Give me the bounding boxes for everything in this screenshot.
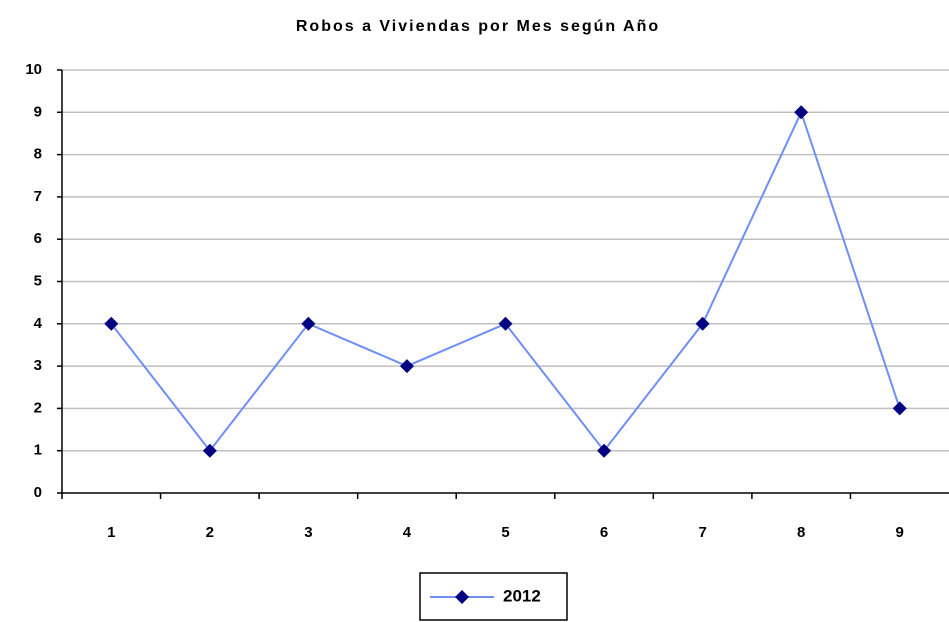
- chart-title: Robos a Viviendas por Mes según Año: [296, 18, 660, 35]
- x-tick-label: 1: [107, 524, 115, 541]
- x-tick-label: 7: [698, 524, 706, 541]
- y-tick-label: 6: [34, 230, 42, 247]
- y-tick-label: 7: [34, 188, 42, 205]
- y-tick-label: 10: [25, 61, 42, 78]
- y-tick-label: 8: [34, 146, 42, 163]
- x-tick-label: 5: [501, 524, 509, 541]
- legend-label: 2012: [503, 586, 541, 605]
- x-tick-label: 3: [304, 524, 312, 541]
- y-tick-label: 0: [34, 484, 42, 501]
- point-marker: [892, 401, 907, 416]
- x-tick-label: 4: [403, 524, 412, 541]
- point-marker: [498, 316, 513, 331]
- y-tick-label: 3: [34, 357, 42, 374]
- point-marker: [301, 316, 316, 331]
- legend-marker: [455, 590, 469, 604]
- y-tick-label: 2: [34, 399, 42, 416]
- point-marker: [202, 443, 217, 458]
- x-tick-label: 6: [600, 524, 608, 541]
- point-marker: [597, 443, 612, 458]
- x-tick-label: 9: [896, 524, 904, 541]
- y-tick-label: 5: [34, 272, 42, 289]
- point-marker: [695, 316, 710, 331]
- y-tick-label: 1: [34, 442, 42, 459]
- x-tick-label: 8: [797, 524, 805, 541]
- point-marker: [399, 359, 414, 374]
- point-marker: [794, 105, 809, 120]
- x-tick-label: 2: [206, 524, 214, 541]
- y-tick-label: 4: [34, 315, 43, 332]
- point-marker: [104, 316, 119, 331]
- y-tick-label: 9: [34, 103, 42, 120]
